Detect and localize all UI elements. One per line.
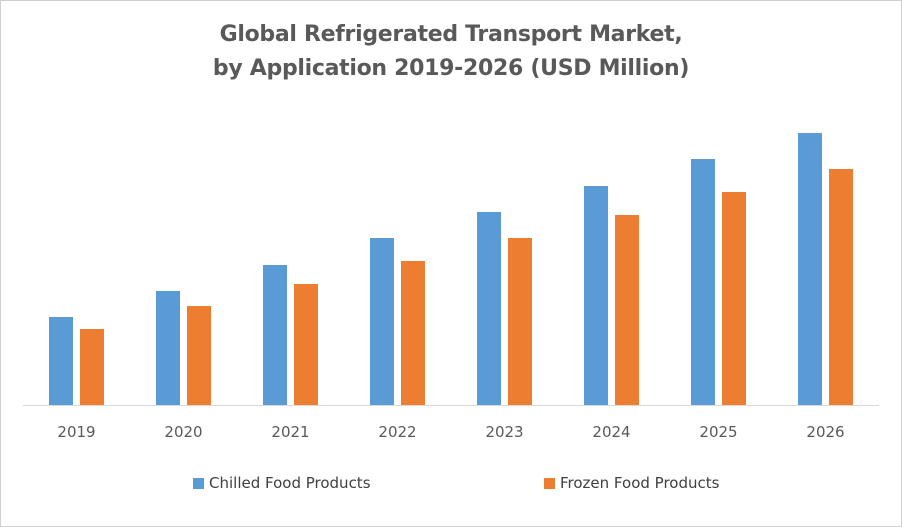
- bar-chilled-2019: [49, 317, 73, 405]
- x-tick-label-2020: 2020: [164, 423, 202, 441]
- bar-chilled-2022: [370, 238, 394, 405]
- x-tick-label-2026: 2026: [806, 423, 844, 441]
- bar-chilled-2024: [584, 186, 608, 405]
- bar-frozen-2025: [722, 192, 746, 405]
- bar-frozen-2024: [615, 215, 639, 405]
- bar-chilled-2021: [263, 265, 287, 405]
- x-tick-labels: 2019 2020 2021 2022 2023 2024 2025 2026: [57, 423, 844, 441]
- x-tick-label-2019: 2019: [57, 423, 95, 441]
- chart-title-line-1: Global Refrigerated Transport Market,: [219, 22, 683, 47]
- bar-chilled-2020: [156, 291, 180, 405]
- bar-chilled-2025: [691, 159, 715, 405]
- bar-frozen-2019: [80, 329, 104, 405]
- legend-label-chilled: Chilled Food Products: [209, 474, 371, 492]
- bars-group: [49, 133, 853, 405]
- x-tick-label-2022: 2022: [378, 423, 416, 441]
- bar-frozen-2026: [829, 169, 853, 405]
- chart-title: Global Refrigerated Transport Market, by…: [0, 18, 902, 86]
- legend: Chilled Food Products Frozen Food Produc…: [0, 474, 902, 496]
- legend-item-chilled: Chilled Food Products: [193, 474, 371, 492]
- legend-swatch-frozen: [544, 477, 555, 489]
- chart-title-line-2: by Application 2019-2026 (USD Million): [212, 56, 690, 81]
- bar-frozen-2022: [401, 261, 425, 405]
- x-tick-label-2025: 2025: [699, 423, 737, 441]
- legend-item-frozen: Frozen Food Products: [544, 474, 719, 492]
- x-tick-label-2021: 2021: [271, 423, 309, 441]
- bar-frozen-2020: [187, 306, 211, 405]
- bar-frozen-2021: [294, 284, 318, 405]
- legend-label-frozen: Frozen Food Products: [560, 474, 720, 492]
- bar-chilled-2026: [798, 133, 822, 405]
- x-tick-label-2023: 2023: [485, 423, 523, 441]
- x-tick-label-2024: 2024: [592, 423, 630, 441]
- bar-frozen-2023: [508, 238, 532, 405]
- legend-swatch-chilled: [193, 477, 204, 489]
- bar-chilled-2023: [477, 212, 501, 405]
